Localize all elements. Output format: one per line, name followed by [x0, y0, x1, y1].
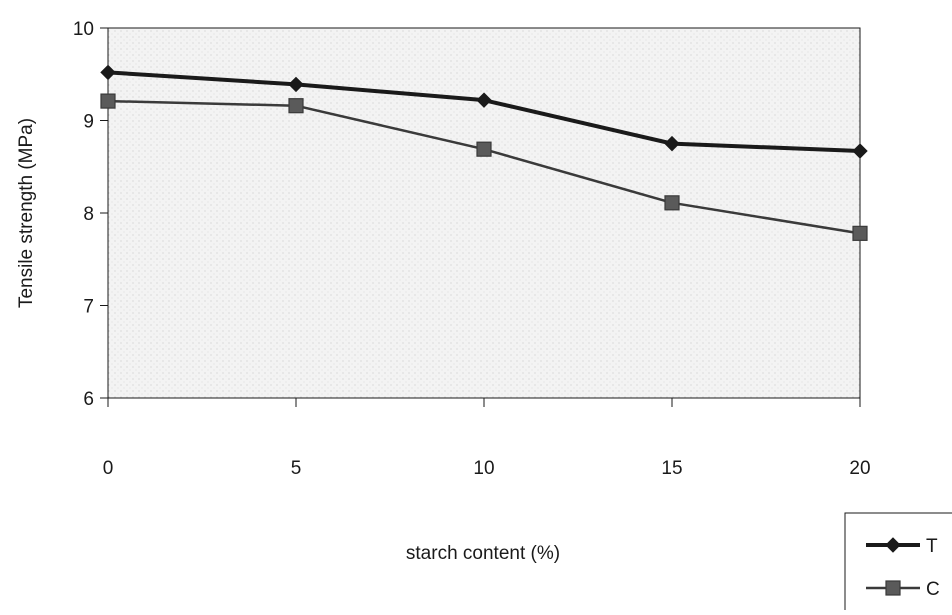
axes: 6 7 8 9 10 0 5 10 15 20 — [73, 19, 871, 479]
x-axis-title: starch content (%) — [406, 543, 560, 564]
series-t-point — [664, 135, 680, 152]
y-axis-title: Tensile strength (MPa) — [16, 118, 37, 308]
series-c-point — [288, 98, 304, 114]
series-c-point — [476, 141, 492, 157]
legend-entry: C — [866, 579, 940, 600]
legend-label: T — [926, 536, 938, 557]
series-layer — [100, 64, 868, 241]
legend-box — [844, 512, 952, 615]
legend-swatch-marker — [885, 537, 901, 553]
x-tick-label: 15 — [661, 458, 682, 479]
y-tick-label: 7 — [83, 297, 94, 318]
legend-entry: T — [866, 536, 938, 557]
legend-swatch-marker — [885, 580, 901, 596]
y-tick-label: 8 — [83, 204, 94, 225]
legend: TC — [844, 512, 952, 615]
series-t-point — [288, 76, 304, 93]
x-tick-label: 10 — [473, 458, 494, 479]
series-c-point — [664, 195, 680, 211]
series-t-point — [476, 92, 492, 108]
legend-label: C — [926, 579, 940, 600]
series-c-point — [100, 93, 116, 109]
series-t — [100, 64, 868, 159]
x-tick-label: 5 — [291, 458, 302, 479]
series-t-point — [852, 143, 868, 159]
x-tick-label: 0 — [103, 458, 114, 479]
y-tick-label: 9 — [83, 112, 94, 133]
series-c — [100, 93, 868, 241]
plot-area — [107, 27, 861, 399]
x-tick-label: 20 — [849, 458, 870, 479]
series-c-point — [852, 225, 868, 241]
series-t-point — [100, 64, 116, 81]
y-tick-label: 10 — [73, 19, 94, 40]
y-tick-label: 6 — [83, 389, 94, 410]
legend-entries: TC — [866, 536, 940, 600]
